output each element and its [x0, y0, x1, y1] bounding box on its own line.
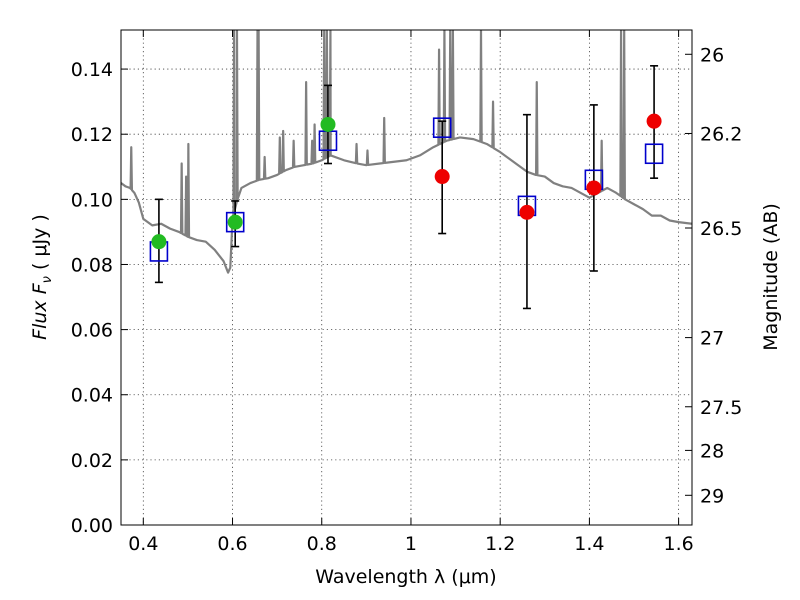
magnitude-tick-label: 29	[700, 485, 724, 507]
observed-point	[586, 180, 602, 196]
y-tick-label: 0.04	[71, 385, 113, 407]
magnitude-tick-label: 26.5	[700, 218, 742, 240]
observed-point	[151, 234, 167, 250]
observed-point	[519, 204, 535, 220]
y-axis-label-unit: ( μJy )	[29, 214, 51, 276]
magnitude-tick-label: 27.5	[700, 397, 742, 419]
x-tick-label: 1.2	[485, 533, 515, 555]
y-tick-label: 0.06	[71, 320, 113, 342]
model-square	[225, 211, 245, 233]
y-tick-label: 0.14	[71, 59, 113, 81]
y-tick-label: 0.02	[71, 450, 113, 472]
x-tick-label: 0.6	[217, 533, 247, 555]
x-tick-label: 0.8	[307, 533, 337, 555]
observed-point	[646, 113, 662, 129]
axis-ticks: 0.4 0.6 0.8 1 1.2 1.4 1.6 0.00 0.02 0.04 0.06 0.08 0…	[71, 30, 742, 555]
y-tick-label: 0.12	[71, 124, 113, 146]
observed-photometry-points	[151, 113, 662, 250]
y-axis-label-sub: ν	[40, 276, 55, 283]
y-axis-label: Flux Fν ( μJy )	[29, 214, 55, 340]
magnitude-tick-label: 28	[700, 440, 724, 462]
y-tick-label: 0.08	[71, 254, 113, 276]
plot-frame	[120, 29, 693, 526]
model-square	[644, 143, 664, 165]
x-tick-label: 1.6	[664, 533, 694, 555]
y-axis-label-main: Flux F	[29, 282, 51, 340]
magnitude-tick-label: 26.2	[700, 123, 742, 145]
x-tick-label: 0.4	[128, 533, 158, 555]
observed-point	[434, 169, 450, 185]
observed-point	[227, 214, 243, 230]
model-square	[432, 117, 452, 138]
y2-axis-label: Magnitude (AB)	[760, 203, 782, 351]
x-tick-label: 1	[405, 533, 417, 555]
grid-lines	[121, 30, 692, 526]
model-photometry-squares	[149, 117, 664, 262]
magnitude-tick-label: 27	[700, 328, 724, 350]
x-tick-label: 1.4	[574, 533, 604, 555]
y-tick-label: 0.00	[71, 515, 113, 537]
y-tick-label: 0.10	[71, 189, 113, 211]
x-axis-label: Wavelength λ (μm)	[315, 566, 496, 588]
magnitude-tick-label: 26	[700, 44, 724, 66]
observed-point	[320, 116, 336, 132]
